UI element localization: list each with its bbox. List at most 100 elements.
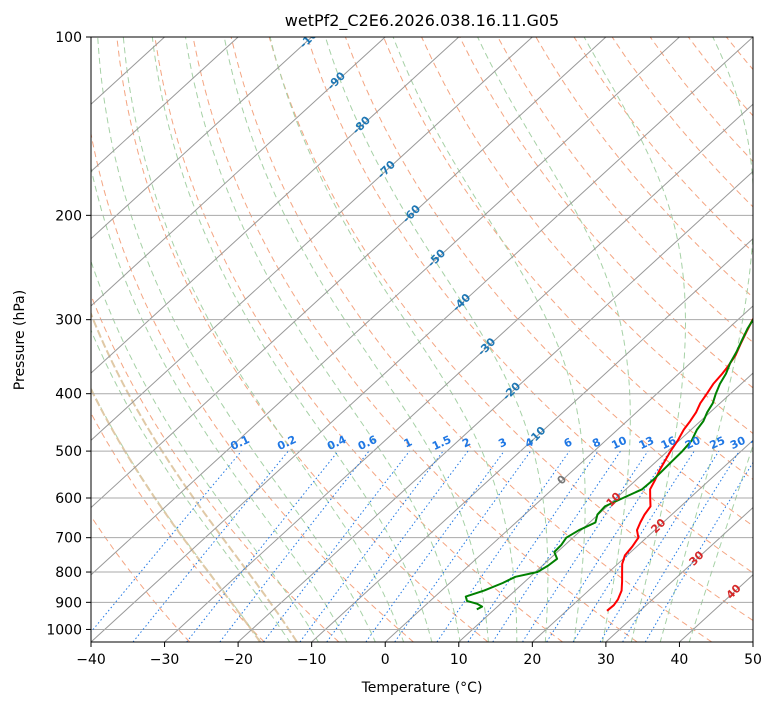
isotherm-line <box>531 439 753 642</box>
isotherm-line <box>91 37 533 442</box>
mixing-ratio-label: 3 <box>496 435 508 450</box>
mixing-ratio-label: 2 <box>460 435 472 450</box>
y-tick-label: 700 <box>55 531 82 547</box>
mixing-ratio-line <box>522 450 649 642</box>
moist-adiabat-line <box>122 37 405 642</box>
mixing-ratio-label: 1 <box>402 435 414 450</box>
dewpoint-line <box>464 318 753 611</box>
x-tick-label: 10 <box>450 652 468 668</box>
dendritic-curves <box>91 311 298 642</box>
dry-adiabat-line <box>421 37 753 435</box>
isotherm-line <box>752 641 753 642</box>
line-labels: 0.1 0.2 0.4 0.6 1 1.5 2 3 4 6 8 10 13 16 20 25 30 36-100-… <box>228 37 753 602</box>
dry-adiabat-line <box>268 37 753 622</box>
y-tick-label: 400 <box>55 387 82 403</box>
isotherm-line <box>91 37 313 240</box>
mixing-ratio-line <box>492 450 622 642</box>
mixing-ratio-line <box>299 450 444 642</box>
mixing-ratio-line <box>572 450 695 642</box>
moist-adiabat-line <box>324 37 549 642</box>
x-tick-label: 50 <box>744 652 762 668</box>
dry-adiabat-line <box>116 37 489 642</box>
x-axis-label: Temperature (°C) <box>361 680 483 696</box>
dry-adiabat-line <box>573 37 753 253</box>
dry-adiabat-line <box>687 37 753 117</box>
x-tick-label: 0 <box>381 652 390 668</box>
isotherm-line <box>91 37 680 576</box>
y-tick-label: 900 <box>55 595 82 611</box>
x-axis-ticks: −40 −30 −20 −10 0 10 20 30 40 50 <box>76 642 762 668</box>
y-tick-label: 800 <box>55 565 82 581</box>
sounding-series <box>464 317 753 612</box>
y-tick-label: 1000 <box>46 622 82 638</box>
mixing-ratio-label: 20 <box>683 434 703 452</box>
moist-adiabat-line <box>91 328 291 642</box>
mixing-ratio-label: 0.4 <box>325 433 348 453</box>
mixing-ratio-line <box>365 450 505 642</box>
dry-adiabat-line <box>306 37 753 574</box>
y-tick-label: 300 <box>55 313 82 329</box>
moist-adiabat-line <box>477 37 631 642</box>
mixing-ratio-label: 10 <box>609 434 629 452</box>
isotherm-line <box>311 237 753 642</box>
isotherm-line <box>91 37 386 307</box>
dry-adiabat-line <box>91 515 191 642</box>
isotherm-line <box>91 37 753 642</box>
y-tick-label: 200 <box>55 208 82 224</box>
isotherm-line <box>605 506 753 642</box>
isotherm-line <box>384 305 753 642</box>
dendritic-growth-curve <box>91 311 298 642</box>
isotherm-line <box>91 37 607 509</box>
mixing-ratio-line <box>186 450 339 642</box>
mixing-ratio-label: 0.2 <box>275 433 298 453</box>
dry-adiabat-line <box>230 37 713 642</box>
y-tick-label: 500 <box>55 444 82 460</box>
chart-title: wetPf2_C2E6.2026.038.16.11.G05 <box>285 11 559 31</box>
moist-adiabat-line <box>688 444 753 642</box>
plot-area: 0.1 0.2 0.4 0.6 1 1.5 2 3 4 6 8 10 13 16 20 25 30 36-100-… <box>91 37 775 642</box>
mixing-ratio-label: 30 <box>728 434 748 452</box>
moist-adiabat-line <box>91 165 348 642</box>
isotherm-line <box>237 170 753 642</box>
dry-adiabat-line <box>765 37 775 642</box>
dry-adiabat-line <box>726 37 753 71</box>
mixing-ratio-line <box>622 450 740 642</box>
moist-adiabat-line <box>583 37 686 642</box>
y-tick-label: 100 <box>55 30 82 46</box>
isotherm-line <box>458 372 753 642</box>
mixing-ratio-label: 25 <box>708 434 727 452</box>
dry-adiabat-line <box>497 37 753 344</box>
dry-adiabat-line <box>344 37 753 527</box>
mixing-ratio-line <box>436 450 570 642</box>
x-tick-label: 40 <box>671 652 689 668</box>
dry-adiabat-line <box>154 37 563 642</box>
mixing-ratio-label: 6 <box>562 435 575 450</box>
x-tick-label: 30 <box>597 652 615 668</box>
mixing-ratio-lines <box>91 450 753 642</box>
x-tick-label: −40 <box>76 652 106 668</box>
isotherm-line <box>91 37 460 374</box>
moist-adiabats <box>91 37 753 642</box>
isobars <box>91 37 753 630</box>
mixing-ratio-label: 0.1 <box>228 433 251 453</box>
isotherms <box>91 37 753 642</box>
y-axis-label: Pressure (hPa) <box>12 290 28 390</box>
y-tick-label: 600 <box>55 491 82 507</box>
dry-adiabat-line <box>535 37 753 298</box>
mixing-ratio-line <box>467 450 599 642</box>
moist-adiabat-line <box>392 37 586 642</box>
x-tick-label: −20 <box>223 652 253 668</box>
moist-adiabat-line <box>91 259 320 642</box>
mixing-ratio-label: 0.6 <box>356 433 379 453</box>
moist-adiabat-line <box>269 37 518 642</box>
dry-adiabat-line <box>91 131 414 642</box>
moist-adiabat-line <box>223 37 489 642</box>
mixing-ratio-line <box>326 450 469 642</box>
plot-frame <box>90 36 754 643</box>
mixing-ratio-line <box>132 450 289 642</box>
moist-adiabat-line <box>659 37 753 642</box>
isotherm-line <box>91 37 239 173</box>
mixing-ratio-line <box>263 450 410 642</box>
moist-adiabat-line <box>185 37 461 642</box>
